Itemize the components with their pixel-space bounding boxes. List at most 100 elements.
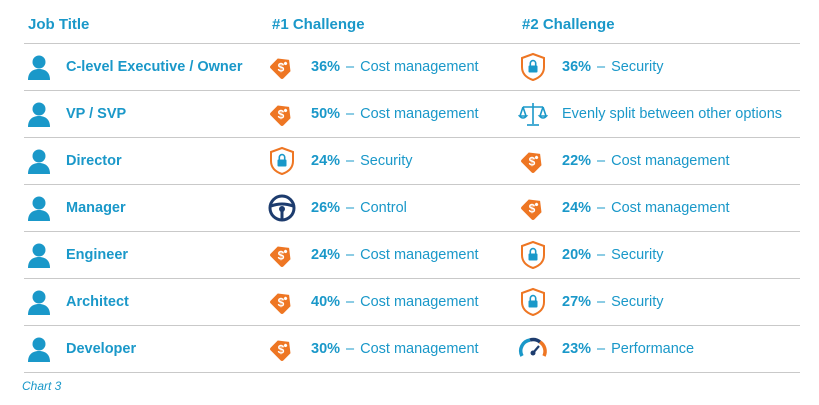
svg-text:$: $ xyxy=(278,61,285,75)
table-row: VP / SVP $50% – Cost management Evenly split… xyxy=(24,91,800,138)
job-title-cell: Director xyxy=(24,138,264,184)
shield-lock-icon xyxy=(518,240,548,270)
second-challenge-label: Cost management xyxy=(611,200,730,216)
job-title-label: Architect xyxy=(66,294,129,310)
second-challenge-cell: 36% – Security xyxy=(518,44,800,90)
dash-separator: – xyxy=(346,153,355,169)
svg-text:$: $ xyxy=(278,249,285,263)
job-title-cell: Manager xyxy=(24,185,264,231)
dash-separator: – xyxy=(597,341,606,357)
header-first-challenge: #1 Challenge xyxy=(272,16,365,33)
header-divider xyxy=(24,43,800,44)
shield-lock-icon xyxy=(518,287,548,317)
price-tag-icon: $ xyxy=(267,52,297,82)
second-challenge-cell: 27% – Security xyxy=(518,279,800,325)
svg-text:$: $ xyxy=(278,296,285,310)
svg-text:$: $ xyxy=(529,155,536,169)
price-tag-icon: $ xyxy=(518,193,548,223)
svg-text:$: $ xyxy=(529,202,536,216)
person-icon xyxy=(24,52,54,82)
second-challenge-cell: 23% – Performance xyxy=(518,326,800,372)
table-row: Director 24% – Security $22% – Cost management xyxy=(24,138,800,185)
first-challenge-percent: 50% xyxy=(311,106,341,122)
job-title-cell: VP / SVP xyxy=(24,91,264,137)
first-challenge-cell: $50% – Cost management xyxy=(267,91,517,137)
second-challenge-label: Security xyxy=(611,294,664,310)
first-challenge-cell: $36% – Cost management xyxy=(267,44,517,90)
first-challenge-cell: $40% – Cost management xyxy=(267,279,517,325)
dash-separator: – xyxy=(346,294,355,310)
second-challenge-percent: 23% xyxy=(562,341,592,357)
dash-separator: – xyxy=(346,247,355,263)
second-challenge-cell: Evenly split between other options xyxy=(517,91,800,137)
job-title-cell: Engineer xyxy=(24,232,264,278)
first-challenge-cell: $24% – Cost management xyxy=(267,232,517,278)
job-title-label: VP / SVP xyxy=(66,106,127,122)
person-icon xyxy=(24,287,54,317)
first-challenge-label: Security xyxy=(360,153,413,169)
first-challenge-percent: 24% xyxy=(311,153,341,169)
steering-wheel-icon xyxy=(267,193,297,223)
job-title-cell: C-level Executive / Owner xyxy=(24,44,264,90)
first-challenge-percent: 40% xyxy=(311,294,341,310)
second-challenge-percent: 27% xyxy=(562,294,592,310)
chart-caption: Chart 3 xyxy=(22,379,62,393)
second-challenge-label: Security xyxy=(611,247,664,263)
svg-text:$: $ xyxy=(278,343,285,357)
person-icon xyxy=(24,240,54,270)
price-tag-icon: $ xyxy=(267,99,297,129)
second-challenge-percent: 24% xyxy=(562,200,592,216)
first-challenge-label: Cost management xyxy=(360,247,479,263)
second-challenge-percent: 22% xyxy=(562,153,592,169)
first-challenge-label: Control xyxy=(360,200,407,216)
first-challenge-percent: 36% xyxy=(311,59,341,75)
dash-separator: – xyxy=(597,153,606,169)
first-challenge-percent: 26% xyxy=(311,200,341,216)
shield-lock-icon xyxy=(267,146,297,176)
table-row: Developer $30% – Cost management 23% – Perform… xyxy=(24,326,800,373)
header-second-challenge: #2 Challenge xyxy=(522,16,615,33)
table-row: Engineer $24% – Cost management 20% – Security xyxy=(24,232,800,279)
table-row: Manager 26% – Control $24% – Cost management xyxy=(24,185,800,232)
second-challenge-cell: $22% – Cost management xyxy=(518,138,800,184)
price-tag-icon: $ xyxy=(267,334,297,364)
second-challenge-label: Security xyxy=(611,59,664,75)
dash-separator: – xyxy=(597,59,606,75)
second-challenge-label: Performance xyxy=(611,341,695,357)
second-challenge-cell: 20% – Security xyxy=(518,232,800,278)
job-title-label: Developer xyxy=(66,341,137,357)
svg-text:$: $ xyxy=(278,108,285,122)
second-challenge-label: Cost management xyxy=(611,153,730,169)
first-challenge-cell: 24% – Security xyxy=(267,138,517,184)
first-challenge-cell: $30% – Cost management xyxy=(267,326,517,372)
first-challenge-cell: 26% – Control xyxy=(267,185,517,231)
person-icon xyxy=(24,99,54,129)
person-icon xyxy=(24,146,54,176)
job-title-label: Manager xyxy=(66,200,126,216)
dash-separator: – xyxy=(597,294,606,310)
first-challenge-label: Cost management xyxy=(360,59,479,75)
shield-lock-icon xyxy=(518,52,548,82)
dash-separator: – xyxy=(346,200,355,216)
price-tag-icon: $ xyxy=(267,240,297,270)
first-challenge-label: Cost management xyxy=(360,341,479,357)
person-icon xyxy=(24,334,54,364)
job-title-cell: Architect xyxy=(24,279,264,325)
dash-separator: – xyxy=(346,341,355,357)
job-title-label: Director xyxy=(66,153,122,169)
balance-scale-icon xyxy=(517,99,549,129)
table-row: C-level Executive / Owner $36% – Cost manag… xyxy=(24,44,800,91)
first-challenge-percent: 30% xyxy=(311,341,341,357)
header-job-title: Job Title xyxy=(28,16,90,33)
job-title-label: Engineer xyxy=(66,247,129,263)
first-challenge-label: Cost management xyxy=(360,106,479,122)
speedometer-icon xyxy=(518,334,548,364)
job-title-cell: Developer xyxy=(24,326,264,372)
dash-separator: – xyxy=(346,59,355,75)
first-challenge-label: Cost management xyxy=(360,294,479,310)
person-icon xyxy=(24,193,54,223)
price-tag-icon: $ xyxy=(267,287,297,317)
dash-separator: – xyxy=(597,247,606,263)
second-challenge-percent: 36% xyxy=(562,59,592,75)
second-challenge-cell: $24% – Cost management xyxy=(518,185,800,231)
